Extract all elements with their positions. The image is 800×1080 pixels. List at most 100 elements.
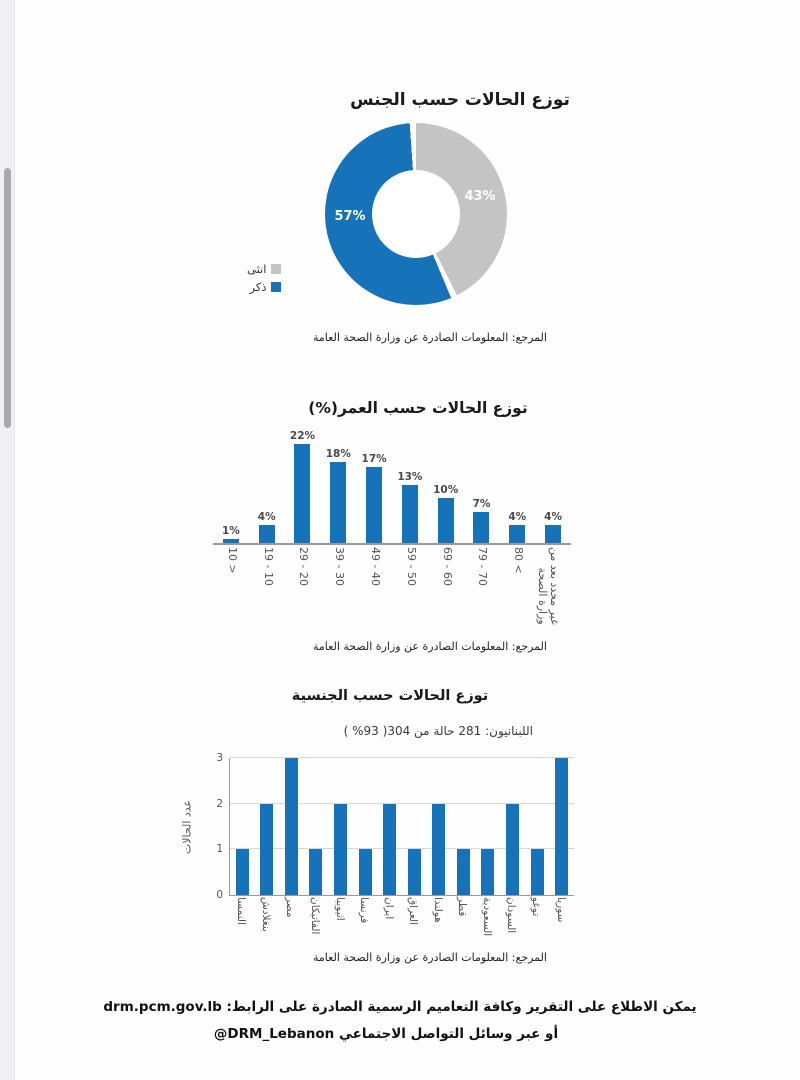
x-axis-label: > 80 — [512, 547, 526, 574]
bar-column — [304, 758, 329, 895]
bar-column — [476, 758, 501, 895]
bar-column: 4% — [535, 429, 571, 543]
gridline — [230, 802, 574, 804]
footer-report-link-line: يمكن الاطلاع على التقرير وكافة التعاميم … — [100, 999, 700, 1015]
nationality-chart-subtitle: اللبنانيون: 281 حالة من 304( 93% ) — [343, 724, 533, 738]
x-axis-label: 30 - 39 — [333, 547, 347, 586]
footer-social-handle: @DRM_Lebanon — [213, 1026, 335, 1042]
nationality-bar-plot: عدد الحالات 0 1 2 3 — [181, 752, 574, 901]
bar-column — [402, 758, 427, 895]
footer-link-url: drm.pcm.gov.lb — [103, 999, 222, 1015]
donut-hole — [372, 170, 460, 258]
bar-value-label: 7% — [472, 497, 491, 510]
x-axis-label: توغو — [530, 897, 543, 917]
x-axis-label: اثيوبيا — [333, 897, 346, 921]
x-axis-label: 10 - 19 — [261, 547, 275, 586]
x-axis-label-cell: السعودية — [475, 897, 500, 955]
x-axis-label: 20 - 29 — [297, 547, 311, 586]
bar — [437, 498, 454, 543]
x-axis-label-cell: قطر — [450, 897, 475, 955]
bar — [383, 803, 397, 895]
bar — [432, 803, 446, 895]
donut-chart: 43% 57% — [325, 123, 507, 305]
bar — [481, 849, 495, 895]
x-axis-label-cell: غير محدد بعد من وزارة الصحة — [535, 547, 571, 642]
gridline — [230, 757, 574, 758]
x-axis-label: النمسا — [235, 897, 248, 925]
bar-column: 7% — [464, 429, 500, 543]
bar-value-label: 18% — [325, 448, 351, 460]
bar-value-label: 1% — [221, 524, 240, 537]
bar-column: 10% — [428, 429, 464, 543]
y-tick-label: 1 — [216, 843, 223, 856]
x-axis-label-cell: العراق — [401, 897, 426, 955]
x-axis-label-cell: 40 - 49 — [356, 547, 392, 642]
x-axis-label-cell: 10 - 19 — [249, 547, 285, 642]
x-axis-label: 50 - 59 — [404, 547, 418, 586]
x-axis-label-cell: النمسا — [229, 897, 254, 955]
bar-value-label: 22% — [289, 430, 316, 442]
bar-column: 22% — [285, 429, 321, 543]
x-axis-label: غير محدد بعد من وزارة الصحة — [536, 547, 562, 625]
gridlines-layer — [230, 757, 574, 895]
footer-link-text: يمكن الاطلاع على التقرير وكافة التعاميم … — [226, 999, 697, 1015]
bar-column: 17% — [356, 429, 392, 543]
legend-item: انثى — [247, 262, 282, 276]
bar-column — [549, 758, 574, 895]
x-axis-label-cell: الفاتيكان — [303, 897, 328, 955]
gender-chart-title: توزع الحالات حسب الجنس — [350, 90, 570, 110]
x-axis-label: هولندا — [431, 897, 444, 923]
bar-value-label: 4% — [544, 511, 562, 523]
x-axis-label-cell: توغو — [524, 897, 549, 955]
bar-column — [525, 758, 550, 895]
bar — [258, 525, 275, 543]
source-note-3: المرجع: المعلومات الصادرة عن وزارة الصحة… — [313, 951, 547, 964]
bar-column: 1% — [213, 429, 249, 543]
bar — [358, 849, 372, 895]
bar — [509, 525, 526, 543]
footer-social-text: أو عبر وسائل التواصل الاجتماعي — [338, 1026, 559, 1042]
bar-column — [328, 758, 353, 895]
age-chart-title: توزع الحالات حسب العمر(%) — [308, 399, 528, 417]
bar — [235, 849, 249, 895]
x-axis-label-cell: 60 - 69 — [428, 547, 464, 642]
bar — [456, 849, 470, 895]
x-axis-label-cell: هولندا — [426, 897, 451, 955]
nationality-chart-title: توزع الحالات حسب الجنسية — [291, 688, 489, 704]
x-axis-label-cell: ايران — [376, 897, 401, 955]
bar-column: 4% — [249, 429, 285, 543]
bar-value-label: 13% — [397, 470, 423, 483]
bar — [530, 849, 544, 895]
x-axis-label: مصر — [284, 897, 297, 918]
x-axis-label-cell: اثيوبيا — [327, 897, 352, 955]
bar — [407, 849, 421, 895]
x-axis-label-cell: فرنسا — [352, 897, 377, 955]
nationality-x-axis-labels: النمسا بنغلادش مصر الفاتيكان اثيوبيا فرنسا اير… — [229, 897, 573, 955]
bar — [545, 525, 562, 543]
gender-legend: انثى ذكر — [247, 262, 282, 294]
bar — [401, 484, 418, 543]
x-axis-label-cell: سوريا — [548, 897, 573, 955]
source-note-1: المرجع: المعلومات الصادرة عن وزارة الصحة… — [313, 331, 547, 344]
bar — [334, 803, 348, 895]
x-axis-label: < 10 — [225, 547, 239, 574]
bar-column — [427, 758, 452, 895]
x-axis-label: قطر — [456, 897, 469, 917]
bar — [260, 803, 274, 895]
bar — [222, 538, 239, 543]
gridline — [230, 848, 574, 850]
bar-column — [255, 758, 280, 895]
legend-label: ذكر — [249, 280, 267, 294]
viewer-scroll-thumb[interactable] — [4, 168, 11, 428]
age-x-axis-labels: < 10 10 - 19 20 - 29 30 - 39 40 - 49 50 - 59 6… — [213, 547, 571, 642]
bar — [330, 462, 347, 543]
x-axis-label: الفاتيكان — [308, 897, 321, 935]
x-axis-label-cell: بنغلادش — [254, 897, 279, 955]
x-axis-label-cell: 20 - 29 — [285, 547, 321, 642]
x-axis-label-cell: 50 - 59 — [392, 547, 428, 642]
x-axis-label: 60 - 69 — [440, 547, 454, 586]
bar-column — [279, 758, 304, 895]
viewer-scroll-rail[interactable] — [0, 0, 15, 1080]
bar-value-label: 17% — [361, 452, 387, 465]
bar — [309, 849, 323, 895]
